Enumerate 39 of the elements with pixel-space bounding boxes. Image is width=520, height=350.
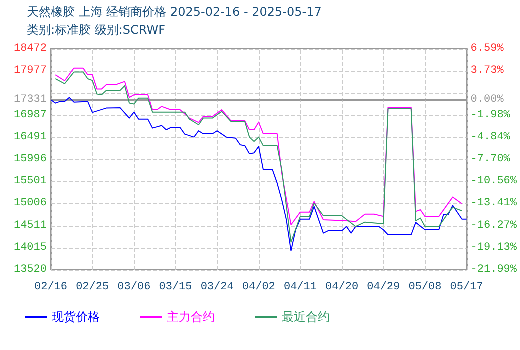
x-tick-label: 03/06 (118, 282, 151, 294)
chart-subtitle: 类别:标准胶 级别:SCRWF (27, 23, 166, 37)
x-tick-label: 02/25 (76, 282, 110, 294)
legend-label: 最近合约 (282, 310, 330, 324)
y2-tick-label: 0.00% (470, 94, 504, 106)
y-tick-label: 16491 (14, 131, 48, 144)
y-tick-label: 14015 (14, 242, 47, 254)
legend-label: 主力合约 (167, 310, 215, 324)
x-tick-label: 05/08 (408, 282, 442, 294)
y-tick-label: 17331 (14, 94, 48, 106)
line-series (50, 97, 468, 252)
legend-label: 现货价格 (52, 310, 100, 324)
x-tick-label: 02/16 (34, 282, 68, 294)
y-tick-label: 16987 (14, 109, 47, 122)
y2-tick-label: 6.59% (470, 43, 504, 55)
x-tick-label: 04/20 (326, 282, 359, 294)
y-tick-label: 14511 (14, 220, 48, 232)
y2-tick-label: -21.99% (470, 264, 518, 276)
y2-tick-label: -16.27% (470, 220, 518, 232)
y2-tick-label: 3.73% (470, 65, 504, 78)
chart-title: 天然橡胶 上海 经销商价格 2025-02-16 - 2025-05-17 (27, 5, 322, 19)
y2-tick-label: -1.98% (470, 109, 511, 122)
y2-tick-label: -7.70% (470, 154, 511, 166)
y2-tick-label: -13.41% (470, 198, 518, 210)
y-tick-label: 13520 (14, 264, 47, 276)
y-tick-label: 15501 (14, 176, 48, 188)
y-tick-label: 18472 (14, 43, 47, 55)
x-tick-label: 05/17 (450, 282, 484, 294)
y2-tick-label: -19.13% (470, 242, 518, 254)
x-tick-label: 03/24 (200, 282, 234, 294)
x-tick-label: 04/11 (284, 282, 318, 294)
y2-tick-label: -10.56% (470, 176, 518, 188)
y2-tick-label: -4.84% (470, 131, 511, 144)
y-tick-label: 15996 (14, 154, 47, 166)
y-tick-label: 15006 (14, 198, 47, 210)
x-tick-label: 04/02 (242, 282, 276, 294)
y-tick-label: 17977 (14, 65, 47, 78)
x-tick-label: 03/15 (159, 282, 192, 294)
x-tick-label: 04/29 (367, 282, 400, 294)
